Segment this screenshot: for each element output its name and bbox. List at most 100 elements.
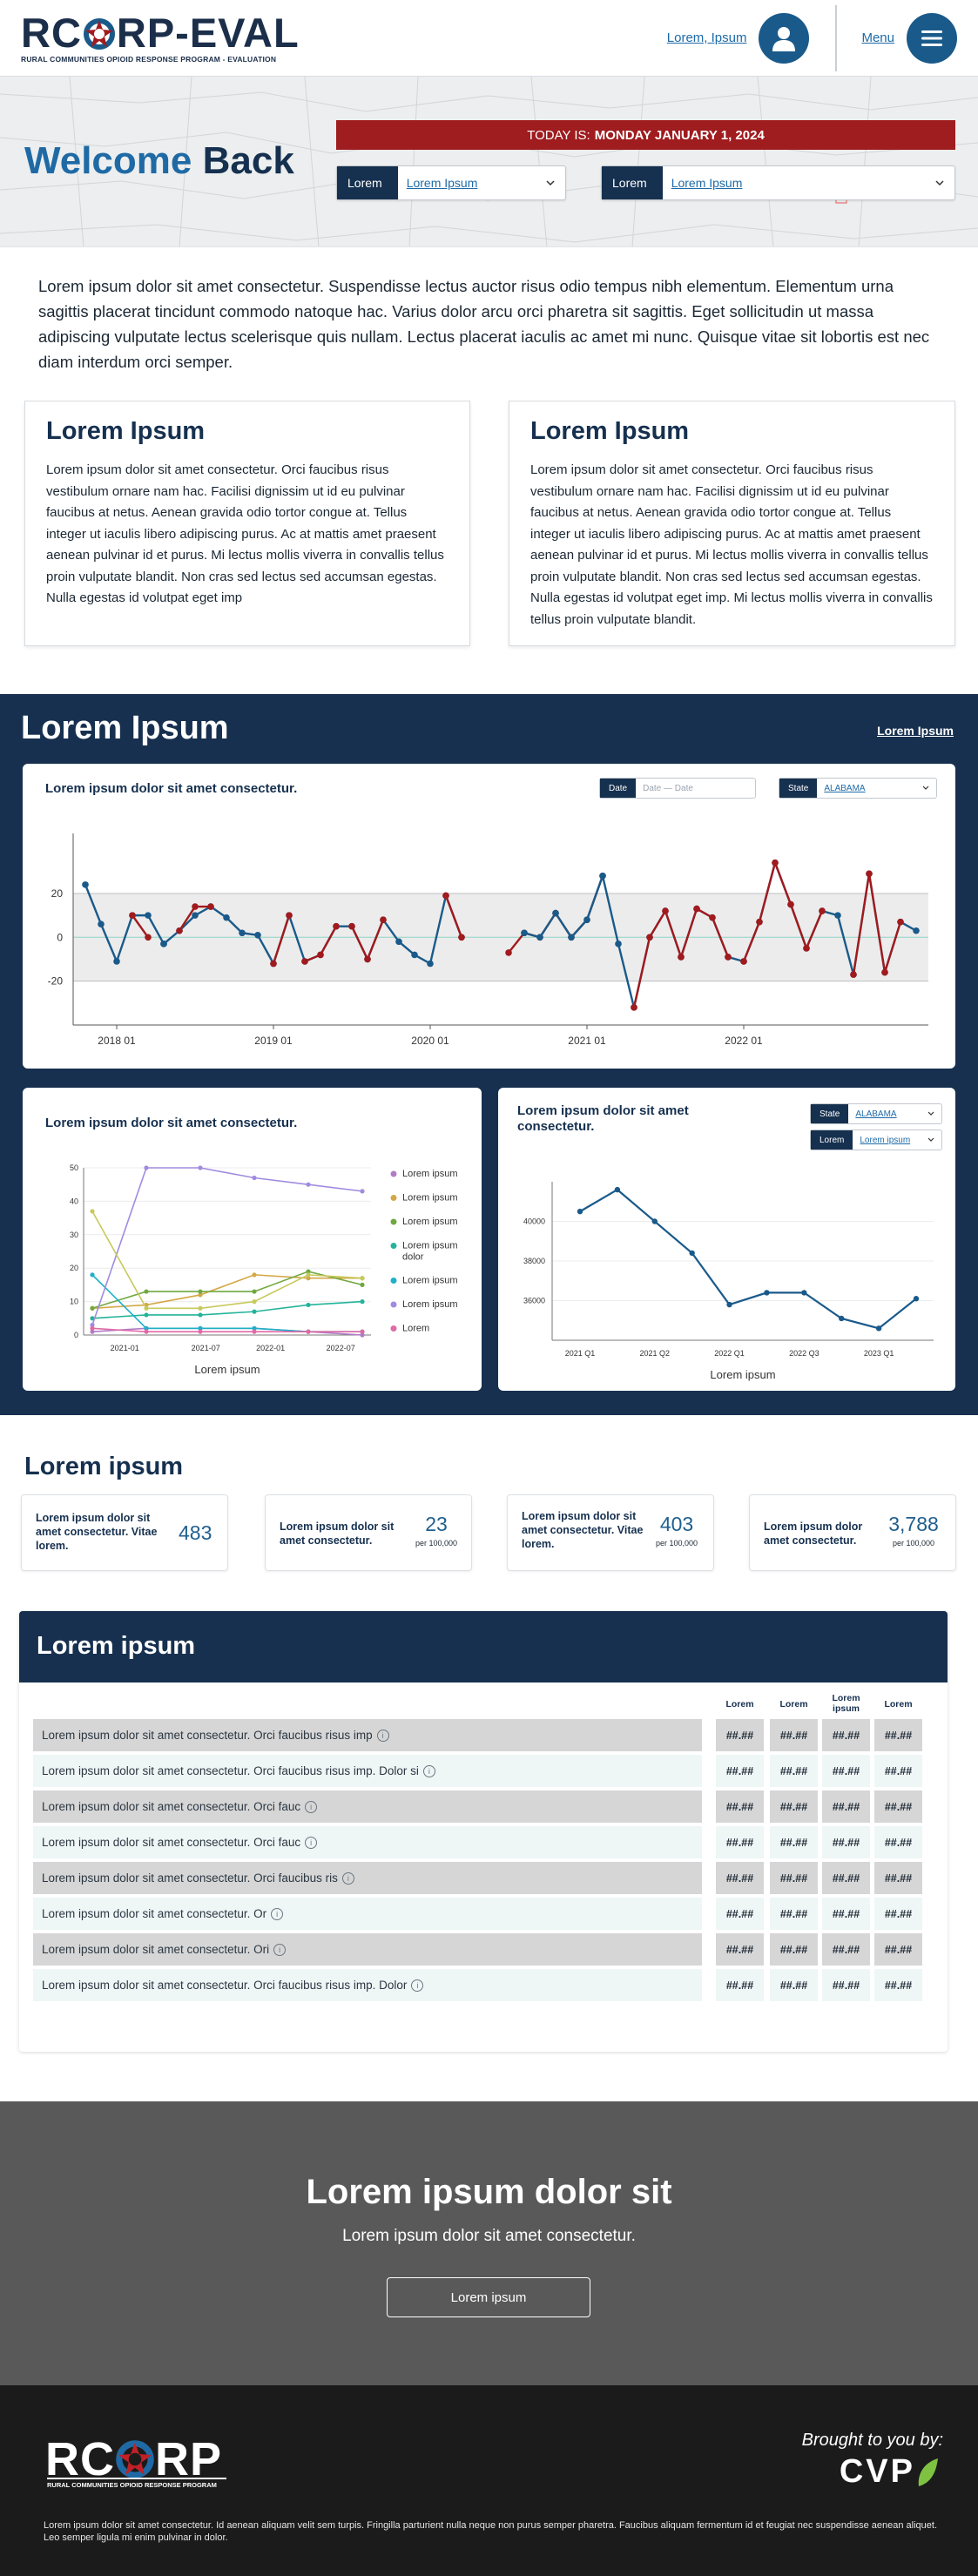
chart-1-point <box>678 954 685 961</box>
chart-1-x-tick: 2022 01 <box>725 1035 763 1047</box>
table-cell: ##.## <box>770 1755 818 1787</box>
chart-1-point <box>317 951 324 959</box>
chart-3-point <box>801 1290 807 1296</box>
table-cell: ##.## <box>770 1790 818 1823</box>
table-row-text: Lorem ipsum dolor sit amet consectetur. … <box>42 1943 270 1956</box>
cta-subtitle: Lorem ipsum dolor sit amet consectetur. <box>342 2227 636 2245</box>
chart-2-series-line <box>91 1167 363 1325</box>
info-icon[interactable]: i <box>305 1836 318 1849</box>
stat-unit: per 100,000 <box>892 1539 935 1548</box>
chart-1-point <box>834 912 841 919</box>
chart-1-point <box>897 918 904 926</box>
site-header: RC RP-EVAL RURAL COMMUNITIES OPIOID RESP… <box>0 0 978 77</box>
info-icon[interactable]: i <box>341 1871 354 1885</box>
cvp-logo[interactable]: CVP <box>840 2453 940 2491</box>
chevron-down-icon <box>927 1137 934 1142</box>
table-cell: ##.## <box>716 1719 764 1751</box>
user-name-link[interactable]: Lorem, Ipsum <box>666 30 747 45</box>
chart-1-date-filter[interactable]: Date Date — Date <box>599 778 756 799</box>
cta-button[interactable]: Lorem ipsum <box>387 2277 590 2317</box>
table-row: Lorem ipsum dolor sit amet consectetur. … <box>33 1826 922 1858</box>
chart-1-date-value[interactable]: Date — Date <box>643 783 693 793</box>
user-avatar-button[interactable] <box>759 12 810 64</box>
stats-title: Lorem ipsum <box>24 1453 184 1480</box>
leaf-icon <box>918 2458 938 2486</box>
info-card-body: Lorem ipsum dolor sit amet consectetur. … <box>46 462 444 605</box>
chart-3-lorem-select[interactable]: Lorem ipsum <box>853 1130 941 1150</box>
hero-filter-2[interactable]: Lorem Lorem Ipsum <box>601 165 955 200</box>
table-col-header: Lorem ipsum <box>832 1693 860 1714</box>
chart-1-state-select[interactable]: ALABAMA <box>817 779 936 798</box>
info-card-body: Lorem ipsum dolor sit amet consectetur. … <box>530 462 933 627</box>
table-col-header: Lorem <box>725 1699 754 1709</box>
stat-card-1: Lorem ipsum dolor sit amet consectetur. … <box>21 1494 228 1571</box>
info-icon[interactable]: i <box>305 1800 318 1813</box>
chart-2-legend-swatch <box>390 1243 397 1249</box>
today-date: MONDAY JANUARY 1, 2024 <box>594 127 765 143</box>
table-cell: ##.## <box>770 1862 818 1894</box>
chart-1-point <box>536 934 543 941</box>
dashboard-link[interactable]: Lorem Ipsum <box>877 724 954 738</box>
chart-2-y-tick: 0 <box>74 1331 78 1339</box>
stat-label: Lorem ipsum dolor sit amet consectetur. … <box>522 1510 644 1550</box>
chart-2-legend-label: dolor <box>402 1252 424 1263</box>
table-row-text: Lorem ipsum dolor sit amet consectetur. … <box>42 1979 408 1992</box>
chart-2-series-line <box>91 1271 363 1310</box>
chevron-down-icon <box>935 179 944 185</box>
chart-3-point <box>839 1315 845 1322</box>
info-icon[interactable]: i <box>273 1943 287 1956</box>
chart-3-lorem-filter[interactable]: Lorem Lorem ipsum <box>810 1130 942 1150</box>
table-col-header: Lorem <box>779 1699 808 1709</box>
hero-filter-1[interactable]: Lorem Lorem Ipsum <box>336 165 566 200</box>
chart-3-point <box>577 1208 583 1215</box>
hero-filter-1-select[interactable]: Lorem Ipsum <box>398 166 565 199</box>
chevron-down-icon <box>922 786 929 790</box>
chart-2-legend-label: Lorem ipsum <box>402 1193 458 1204</box>
info-icon[interactable]: i <box>411 1979 424 1992</box>
chart-3-state-value: ALABAMA <box>855 1109 897 1119</box>
stat-card-2: Lorem ipsum dolor sit amet consectetur. … <box>265 1494 472 1571</box>
chart-1-y-tick: 20 <box>51 887 64 900</box>
today-prefix: TODAY IS: <box>527 127 590 143</box>
stat-label: Lorem ipsum dolor sit amet consectetur. … <box>36 1512 158 1552</box>
stat-card-3: Lorem ipsum dolor sit amet consectetur. … <box>507 1494 714 1571</box>
logo-wordmark: RC RP-EVAL <box>21 12 300 53</box>
logo-star-icon <box>116 2440 154 2478</box>
chart-3-state-filter[interactable]: State ALABAMA <box>810 1103 942 1124</box>
chart-1-state-filter[interactable]: State ALABAMA <box>779 778 937 799</box>
chart-1-point <box>756 918 763 926</box>
chart-2-point <box>360 1282 365 1287</box>
chart-1-series-line <box>852 873 902 975</box>
chart-3-lorem-label: Lorem <box>811 1130 853 1150</box>
chart-2-point <box>360 1189 365 1194</box>
chart-3-state-select[interactable]: ALABAMA <box>848 1104 941 1123</box>
stat-card-4: Lorem ipsum dolor amet consectetur. 3,78… <box>749 1494 956 1571</box>
site-logo[interactable]: RC RP-EVAL RURAL COMMUNITIES OPIOID RESP… <box>21 12 300 64</box>
welcome-hero: Welcome Back TODAY IS: MONDAY JANUARY 1,… <box>0 77 978 247</box>
table-row: Lorem ipsum dolor sit amet consectetur. … <box>33 1755 922 1787</box>
chart-2-point <box>198 1165 203 1170</box>
table-cell: ##.## <box>874 1862 922 1894</box>
logo-star-icon <box>83 17 116 50</box>
info-icon[interactable]: i <box>271 1907 284 1920</box>
chart-1-point <box>442 892 449 900</box>
chart-2-point <box>198 1305 203 1311</box>
chart-1-point <box>129 912 136 919</box>
table-cell: ##.## <box>874 1826 922 1858</box>
hero-filter-2-select[interactable]: Lorem Ipsum <box>663 166 954 199</box>
menu-link[interactable]: Menu <box>861 30 894 45</box>
chart-1-point <box>740 958 747 965</box>
chart-1-point <box>239 929 246 937</box>
stat-value: 403 <box>659 1513 694 1535</box>
table-cell: ##.## <box>874 1933 922 1966</box>
info-icon[interactable]: i <box>422 1764 435 1777</box>
chart-panel-3: Lorem ipsum dolor sit amet consectetur. … <box>498 1088 955 1391</box>
info-icon[interactable]: i <box>376 1729 389 1742</box>
chart-panel-1: Lorem ipsum dolor sit amet consectetur. … <box>23 764 955 1069</box>
chart-3-title: Lorem ipsum dolor sit amet consectetur. <box>517 1103 689 1134</box>
menu-button[interactable] <box>907 12 957 64</box>
footer-logo[interactable]: RC RP <box>45 2432 222 2486</box>
chart-2-series-line <box>91 1274 362 1310</box>
table-cell: ##.## <box>770 1933 818 1966</box>
chart-1-point <box>458 934 465 941</box>
